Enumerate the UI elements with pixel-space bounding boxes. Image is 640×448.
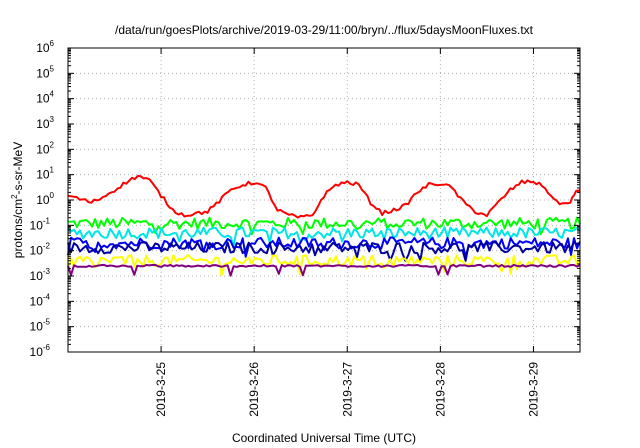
y-axis-title: protons/cm2-s-sr-MeV <box>10 142 25 258</box>
y-tick-label: 101 <box>36 166 54 182</box>
series-line-1 <box>67 226 581 247</box>
y-tick-label: 105 <box>36 64 54 80</box>
chart-title: /data/run/goesPlots/archive/2019-03-29/1… <box>115 23 534 37</box>
y-tick-label: 100 <box>36 191 54 207</box>
x-tick-label: 2019-3-27 <box>340 362 354 417</box>
y-tick-label: 106 <box>36 39 54 55</box>
y-tick-label: 102 <box>36 140 54 156</box>
y-tick-label: 10-4 <box>30 292 51 308</box>
x-tick-label: 2019-3-26 <box>247 362 261 417</box>
series-line-6 <box>67 174 581 219</box>
series-line-5 <box>67 263 581 277</box>
series-group <box>67 174 581 277</box>
series-line-3 <box>67 241 581 262</box>
y-tick-label: 10-3 <box>30 267 51 283</box>
y-tick-label: 10-6 <box>30 343 51 359</box>
series-line-4 <box>67 254 581 277</box>
y-tick-label: 10-2 <box>30 242 51 258</box>
y-tick-label: 104 <box>36 90 54 106</box>
x-tick-label: 2019-3-28 <box>433 362 447 417</box>
grid-lines <box>68 48 580 352</box>
x-axis-title: Coordinated Universal Time (UTC) <box>232 431 416 445</box>
series-line-0 <box>67 216 581 236</box>
y-ticks: 106 105 104 103 102 101 100 10-1 10-2 10-3 10-4 10-… <box>30 39 580 359</box>
x-ticks: 2019-3-25 2019-3-26 2019-3-27 2019-3-28 2019… <box>154 48 540 417</box>
y-tick-label: 103 <box>36 115 54 131</box>
y-tick-label: 10-5 <box>30 318 51 334</box>
y-tick-label: 10-1 <box>30 216 51 232</box>
x-tick-label: 2019-3-25 <box>154 362 168 417</box>
x-tick-label: 2019-3-29 <box>526 362 540 417</box>
